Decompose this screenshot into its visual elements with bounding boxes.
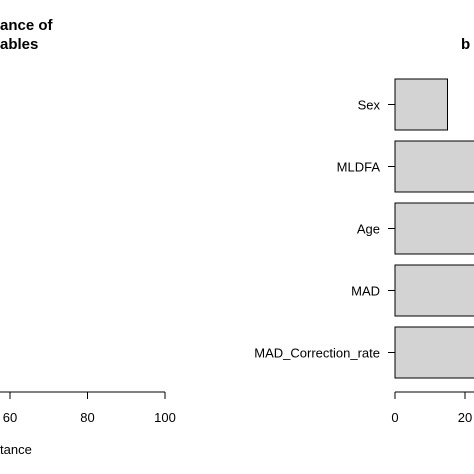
category-label-4: MAD_Correction_rate xyxy=(254,346,380,361)
bar-2 xyxy=(394,202,474,255)
left-x-tick-label-2: 100 xyxy=(154,410,176,425)
bar-0 xyxy=(394,78,448,131)
left-panel: ance of ables 60 80 100 tance xyxy=(0,17,176,457)
category-label-0: Sex xyxy=(358,98,381,113)
right-x-tick-label-1: 20 xyxy=(458,410,472,425)
bar-3 xyxy=(394,264,474,317)
bar-1 xyxy=(394,140,474,193)
right-bars xyxy=(394,78,474,379)
left-x-ticks: 60 80 100 xyxy=(3,392,176,425)
left-title-line-1: ance of xyxy=(0,17,54,34)
bar-4 xyxy=(394,326,474,379)
right-title: b xyxy=(461,36,470,53)
left-title-line-2: ables xyxy=(0,36,38,53)
left-x-tick-label-1: 80 xyxy=(80,410,94,425)
right-panel: b Sex MLDFA Age MAD MAD_Correction_rate 0 20 xyxy=(254,36,474,425)
left-x-tick-label-0: 60 xyxy=(3,410,17,425)
category-label-2: Age xyxy=(357,222,380,237)
right-x-tick-label-0: 0 xyxy=(391,410,398,425)
category-label-1: MLDFA xyxy=(337,160,381,175)
right-x-ticks: 0 20 xyxy=(391,392,472,425)
category-label-3: MAD xyxy=(351,284,380,299)
left-x-axis-label: tance xyxy=(0,442,32,457)
right-category-labels: Sex MLDFA Age MAD MAD_Correction_rate xyxy=(254,98,395,361)
